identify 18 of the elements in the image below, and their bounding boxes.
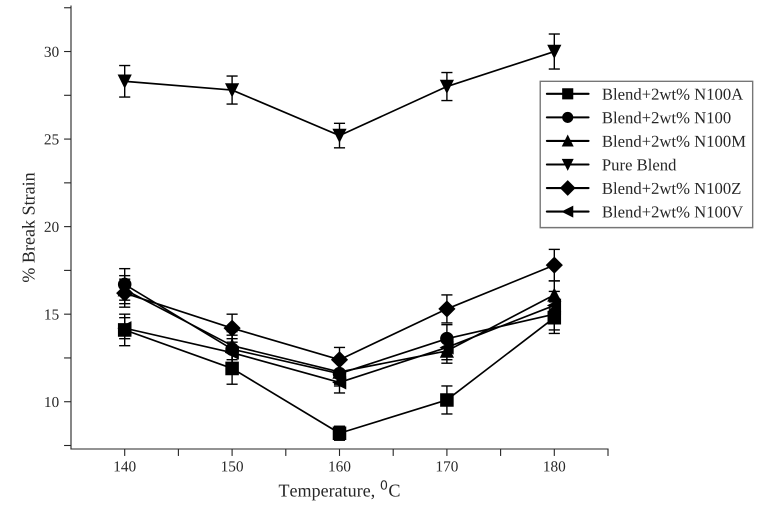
x-axis-title: Temperature, $^{0}$C: [278, 480, 400, 500]
y-tick-label: 25: [44, 134, 59, 145]
x-tick-label: 180: [544, 461, 566, 472]
legend-label: Blend+2wt% N100M: [602, 135, 746, 147]
legend-label: Blend+2wt% N100Z: [602, 182, 740, 194]
y-tick-label: 30: [44, 46, 59, 57]
legend-label: Blend+2wt% N100V: [602, 206, 744, 218]
x-tick-label: 140: [114, 461, 136, 472]
legend-label: Blend+2wt% N100A: [602, 88, 744, 100]
legend-label: Pure Blend: [602, 158, 676, 170]
x-tick-label: 170: [436, 461, 458, 472]
x-tick-label: 150: [222, 461, 243, 472]
y-axis-title: % Break Strain: [22, 172, 35, 282]
y-tick-label: 10: [45, 396, 59, 408]
x-tick-label: 160: [329, 461, 350, 472]
legend-label: Blend+2wt% N100: [602, 112, 731, 124]
y-tick-label: 15: [45, 309, 59, 320]
y-tick-label: 20: [44, 222, 59, 232]
